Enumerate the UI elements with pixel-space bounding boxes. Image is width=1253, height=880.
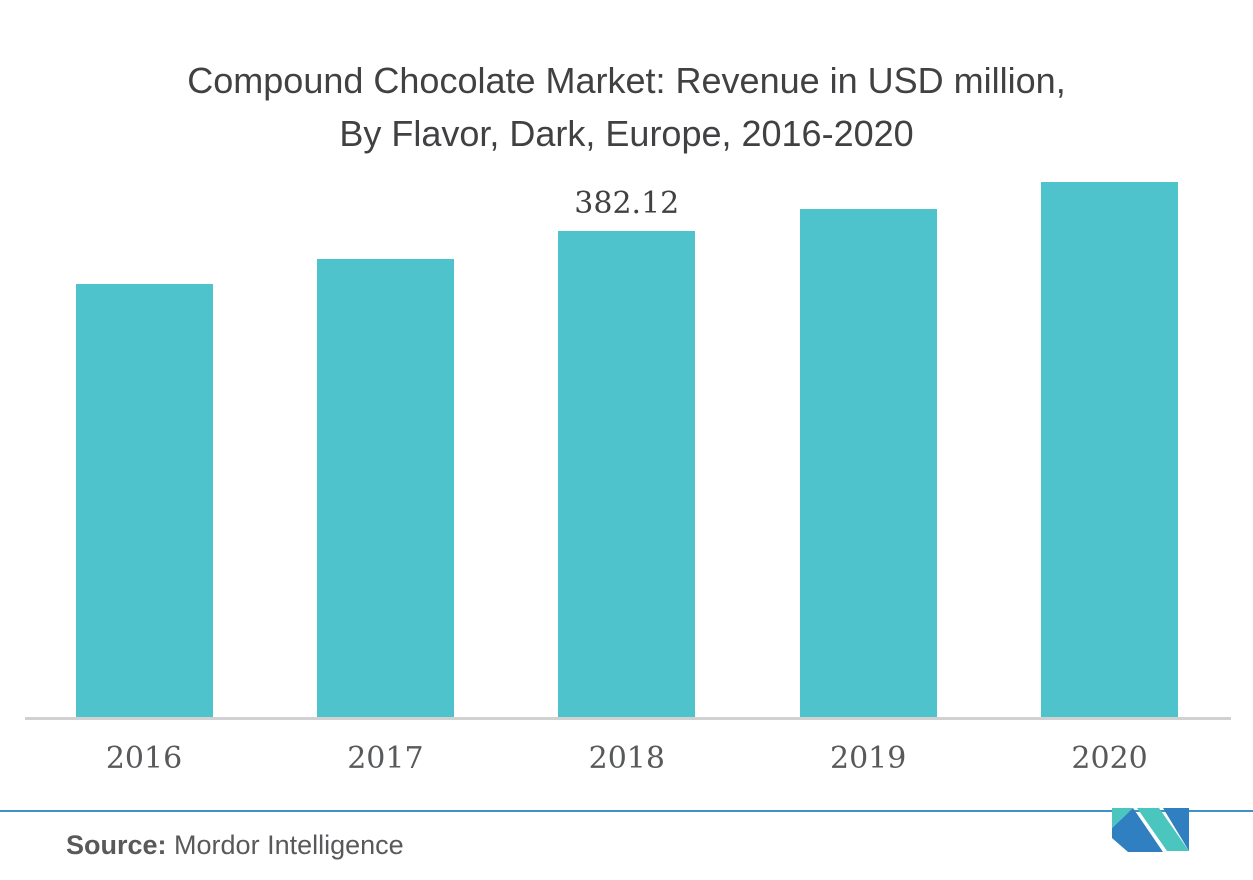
source-label: Source: [66,830,167,860]
bar-2019 [799,208,937,717]
bar-2018 [558,231,696,717]
chart-title: Compound Chocolate Market: Revenue in US… [0,54,1253,160]
footer-divider-line [0,810,1253,812]
mordor-intelligence-logo-icon [1112,808,1189,852]
bar-2016 [75,284,213,717]
x-axis-label-2018: 2018 [588,741,665,776]
bar-2020 [1041,181,1179,717]
x-axis-label-2020: 2020 [1071,741,1148,776]
bar-value-label-2018: 382.12 [574,186,680,221]
chart-title-line-2: By Flavor, Dark, Europe, 2016-2020 [339,113,914,154]
chart-title-line-1: Compound Chocolate Market: Revenue in US… [187,60,1066,101]
x-axis-label-2019: 2019 [830,741,907,776]
x-axis-line [25,717,1231,720]
bar-2017 [316,259,454,717]
source-text: Source: Mordor Intelligence [66,830,404,861]
source-name: Mordor Intelligence [174,830,404,860]
x-axis-label-2017: 2017 [347,741,424,776]
x-axis-label-2016: 2016 [105,741,183,776]
